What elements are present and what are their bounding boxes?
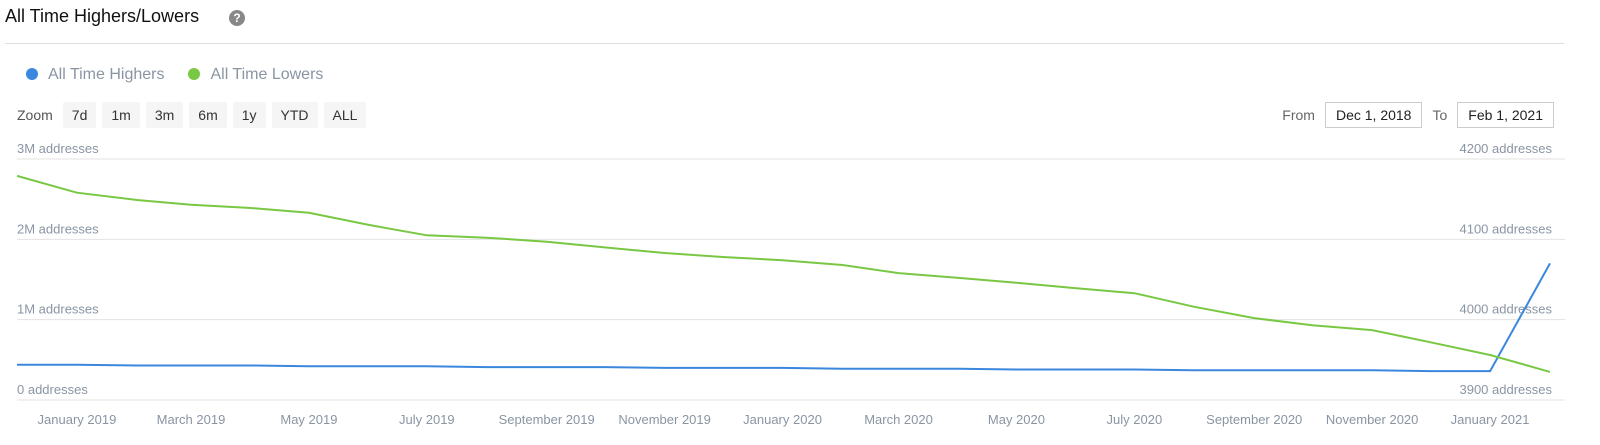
x-tick-label: January 2020: [743, 412, 822, 427]
zoom-bar: Zoom 7d 1m 3m 6m 1y YTD ALL: [17, 102, 367, 128]
legend-marker: [188, 68, 201, 80]
series-line: [17, 262, 1551, 373]
to-label: To: [1432, 107, 1448, 123]
y-tick-label: 2M addresses: [17, 221, 99, 236]
x-tick-label: November 2019: [618, 412, 711, 427]
zoom-button[interactable]: YTD: [271, 102, 318, 128]
x-tick-label: September 2019: [499, 412, 595, 427]
series-line: [16, 174, 1551, 373]
from-label: From: [1282, 107, 1315, 123]
to-input[interactable]: Feb 1, 2021: [1457, 102, 1554, 128]
legend-marker: [26, 68, 38, 80]
y-tick-label: 1M addresses: [17, 302, 99, 317]
zoom-button[interactable]: 6m: [189, 102, 227, 128]
x-tick-label: March 2020: [864, 412, 933, 427]
x-tick-label: July 2020: [1107, 412, 1163, 427]
x-tick-label: July 2019: [399, 412, 455, 427]
legend-item[interactable]: All Time Highers: [26, 66, 164, 84]
date-range: From Dec 1, 2018 To Feb 1, 2021: [1282, 102, 1554, 128]
help-icon[interactable]: ?: [229, 10, 245, 26]
zoom-button[interactable]: 1m: [102, 102, 140, 128]
zoom-button[interactable]: 3m: [145, 102, 184, 128]
legend: All Time Highers All Time Lowers: [26, 66, 323, 84]
x-tick-label: January 2021: [1451, 412, 1530, 427]
x-tick-label: January 2019: [38, 412, 117, 427]
divider: [5, 43, 1564, 44]
from-input[interactable]: Dec 1, 2018: [1324, 102, 1423, 128]
legend-item[interactable]: All Time Lowers: [188, 66, 323, 84]
y2-tick-label: 4000 addresses: [1459, 302, 1552, 317]
x-tick-label: March 2019: [157, 412, 226, 427]
y2-tick-label: 4100 addresses: [1459, 221, 1552, 236]
legend-label: All Time Lowers: [210, 66, 324, 83]
y-tick-label: 0 addresses: [17, 382, 88, 397]
y2-tick-label: 4200 addresses: [1459, 141, 1552, 156]
y2-tick-label: 3900 addresses: [1459, 382, 1552, 397]
x-tick-label: November 2020: [1326, 412, 1419, 427]
x-tick-label: May 2020: [988, 412, 1045, 427]
legend-label: All Time Highers: [48, 66, 165, 83]
y-tick-label: 3M addresses: [17, 141, 99, 156]
zoom-button[interactable]: 1y: [232, 102, 266, 128]
x-tick-label: September 2020: [1206, 412, 1302, 427]
zoom-button[interactable]: 7d: [62, 102, 97, 128]
zoom-label: Zoom: [17, 107, 53, 123]
x-tick-label: May 2019: [280, 412, 337, 427]
title: All Time Highers/Lowers: [5, 6, 200, 26]
zoom-button[interactable]: ALL: [323, 102, 367, 128]
